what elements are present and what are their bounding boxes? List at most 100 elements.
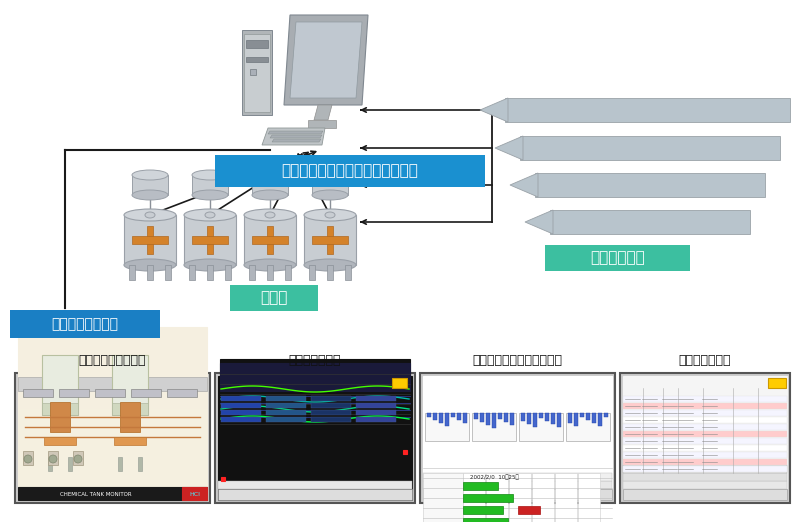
Bar xyxy=(472,413,516,441)
Bar xyxy=(551,413,555,424)
Bar xyxy=(207,265,213,280)
Bar xyxy=(246,57,268,62)
Ellipse shape xyxy=(265,212,275,218)
Bar xyxy=(492,413,496,428)
Text: 調製系モニタリング: 調製系モニタリング xyxy=(78,353,146,366)
Bar xyxy=(623,473,787,481)
Bar xyxy=(439,413,443,423)
Bar xyxy=(623,489,787,500)
Bar xyxy=(120,402,140,432)
Bar xyxy=(327,265,333,280)
Polygon shape xyxy=(290,22,362,98)
Ellipse shape xyxy=(192,170,228,180)
Bar xyxy=(486,413,490,425)
Bar xyxy=(520,136,780,160)
Bar xyxy=(147,265,153,280)
Bar xyxy=(18,487,207,500)
Bar xyxy=(623,452,787,458)
Bar xyxy=(463,482,498,490)
Polygon shape xyxy=(262,128,325,145)
Polygon shape xyxy=(525,210,553,234)
Bar xyxy=(312,236,348,244)
Bar xyxy=(221,410,261,415)
Bar xyxy=(18,376,207,500)
Bar xyxy=(623,431,787,437)
Bar xyxy=(23,451,33,465)
Bar xyxy=(266,417,306,422)
Bar xyxy=(95,389,125,397)
Bar xyxy=(244,215,296,265)
Bar xyxy=(356,403,396,408)
Ellipse shape xyxy=(244,209,296,221)
Ellipse shape xyxy=(132,170,168,180)
Bar xyxy=(509,473,531,522)
Bar xyxy=(50,402,70,432)
Polygon shape xyxy=(495,136,523,160)
Bar xyxy=(623,481,787,489)
Bar xyxy=(246,40,268,48)
Bar xyxy=(311,396,351,401)
Bar xyxy=(311,403,351,408)
Bar xyxy=(532,473,554,522)
Bar xyxy=(167,389,197,397)
Bar xyxy=(73,451,83,465)
Bar xyxy=(480,413,484,422)
Ellipse shape xyxy=(312,170,348,180)
Bar xyxy=(592,413,596,423)
Bar xyxy=(623,403,787,409)
Polygon shape xyxy=(242,30,272,115)
Bar xyxy=(433,413,437,420)
Bar xyxy=(221,403,261,408)
Bar xyxy=(550,210,750,234)
Bar xyxy=(124,215,176,265)
Bar xyxy=(423,376,612,500)
Text: 2002/2/0  10月25日: 2002/2/0 10月25日 xyxy=(470,474,518,480)
Bar xyxy=(252,175,288,195)
Polygon shape xyxy=(314,105,332,120)
Text: HCl: HCl xyxy=(190,492,201,496)
Ellipse shape xyxy=(312,190,348,200)
Bar xyxy=(304,215,356,265)
Polygon shape xyxy=(270,135,322,138)
Bar xyxy=(504,413,508,422)
Bar xyxy=(423,489,612,500)
Ellipse shape xyxy=(304,259,356,271)
Bar xyxy=(527,413,531,424)
Bar xyxy=(118,457,122,471)
Ellipse shape xyxy=(325,212,335,218)
Text: トレンドグラフ: トレンドグラフ xyxy=(289,353,342,366)
Bar xyxy=(498,413,502,419)
Bar xyxy=(623,396,787,402)
Bar xyxy=(623,459,787,465)
Bar xyxy=(604,413,608,417)
Bar xyxy=(510,413,514,425)
Bar xyxy=(132,175,168,195)
Bar xyxy=(218,481,412,489)
Bar xyxy=(574,413,578,426)
Text: CHEMICAL TANK MONITOR: CHEMICAL TANK MONITOR xyxy=(60,492,132,496)
Bar xyxy=(252,236,288,244)
Circle shape xyxy=(24,455,32,463)
Bar xyxy=(327,226,333,254)
Bar xyxy=(42,403,78,415)
Bar xyxy=(138,457,142,471)
Bar xyxy=(768,378,786,388)
Ellipse shape xyxy=(124,209,176,221)
Bar xyxy=(486,473,508,522)
Bar xyxy=(267,226,273,254)
Bar xyxy=(423,481,612,489)
Bar xyxy=(423,473,612,481)
Bar xyxy=(533,413,537,427)
Ellipse shape xyxy=(205,212,215,218)
Bar xyxy=(623,438,787,444)
Ellipse shape xyxy=(192,190,228,200)
Bar xyxy=(221,396,261,401)
Bar xyxy=(566,413,610,441)
Bar xyxy=(457,413,461,420)
Bar xyxy=(539,413,543,418)
Bar xyxy=(356,396,396,401)
Bar xyxy=(463,506,503,514)
Bar xyxy=(18,327,207,407)
Bar xyxy=(182,487,207,500)
Bar xyxy=(44,437,76,445)
